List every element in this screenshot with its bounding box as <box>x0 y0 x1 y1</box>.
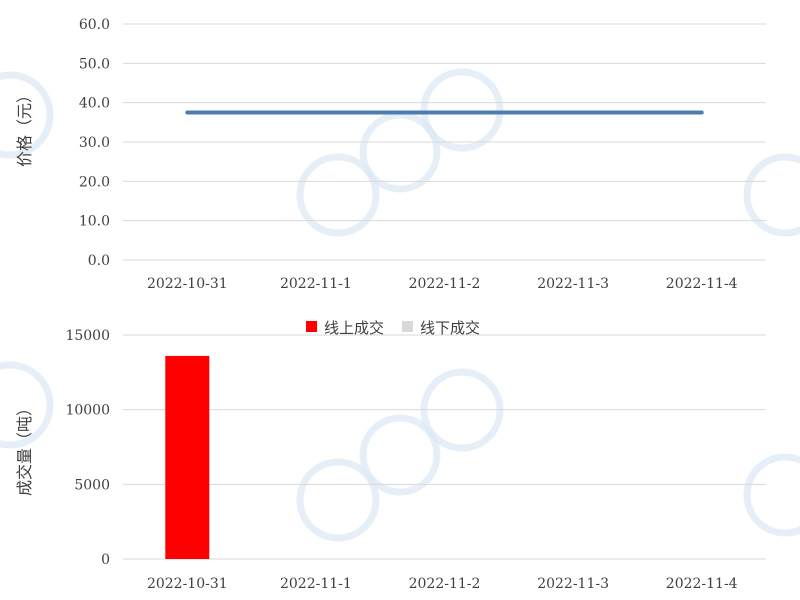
volume-y-axis-ticks: 0 5000 10000 15000 <box>65 328 110 568</box>
price-y-tick-label: 50.0 <box>79 56 110 72</box>
volume-bar <box>165 355 210 559</box>
legend-swatch <box>306 321 317 332</box>
volume-x-tick-label: 2022-10-31 <box>147 576 228 592</box>
volume-bars <box>165 355 210 559</box>
volume-y-axis-label: 成交量（吨） <box>15 400 34 496</box>
price-y-axis-ticks: 0.0 10.0 20.0 30.0 40.0 50.0 60.0 <box>79 17 110 269</box>
volume-y-tick-label: 10000 <box>65 403 110 419</box>
legend-label: 线上成交 <box>324 319 384 337</box>
volume-y-tick-label: 0 <box>101 552 110 568</box>
price-y-tick-label: 20.0 <box>79 174 110 190</box>
price-y-tick-label: 10.0 <box>79 214 110 230</box>
volume-y-tick-label: 15000 <box>65 328 110 344</box>
volume-gridlines <box>123 334 766 560</box>
price-gridlines <box>123 23 766 261</box>
volume-x-tick-label: 2022-11-1 <box>280 576 352 592</box>
volume-legend: 线上成交 线下成交 <box>306 319 480 337</box>
legend-swatch <box>402 321 413 332</box>
volume-x-tick-label: 2022-11-3 <box>537 576 609 592</box>
price-x-tick-label: 2022-11-3 <box>537 276 609 292</box>
price-y-axis-label: 价格（元） <box>15 87 34 167</box>
volume-x-tick-label: 2022-11-2 <box>409 576 481 592</box>
price-y-tick-label: 30.0 <box>79 135 110 151</box>
price-y-tick-label: 60.0 <box>79 17 110 33</box>
volume-y-tick-label: 5000 <box>74 477 110 493</box>
volume-x-tick-label: 2022-11-4 <box>666 576 738 592</box>
price-line-chart: 0.010.020.030.040.050.060.0 2022-10-31 20… <box>15 17 766 292</box>
price-x-axis-ticks: 2022-10-31 2022-11-1 2022-11-2 2022-11-3 202… <box>147 276 738 292</box>
volume-x-axis-ticks: 2022-10-31 2022-11-1 2022-11-2 2022-11-3 202… <box>147 576 738 592</box>
price-x-tick-label: 2022-11-4 <box>666 276 738 292</box>
legend-label: 线下成交 <box>420 319 480 337</box>
price-y-tick-label: 40.0 <box>79 96 110 112</box>
price-x-tick-label: 2022-11-1 <box>280 276 352 292</box>
price-x-tick-label: 2022-11-2 <box>409 276 481 292</box>
price-y-tick-label: 0.0 <box>88 253 110 269</box>
price-x-tick-label: 2022-10-31 <box>147 276 228 292</box>
